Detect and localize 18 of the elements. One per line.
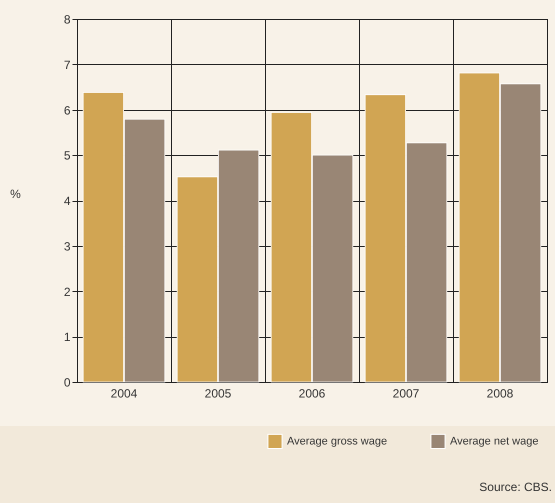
y-tick-label: 6 [64,103,71,118]
y-axis-title: % [10,187,22,201]
legend-label: Average net wage [450,435,538,448]
x-tick-label: 2004 [110,386,138,400]
y-tick-label: 2 [64,284,71,299]
x-tick-label: 2005 [204,386,232,400]
y-tick-label: 0 [64,376,71,390]
y-tick-label: 7 [64,58,71,72]
x-tick-label: 2006 [298,386,326,400]
x-tick-label: 2007 [392,386,420,400]
x-tick-label: 2008 [486,386,514,400]
y-tick-label: 3 [64,239,71,254]
source-note: Source: CBS. [479,480,552,494]
y-tick-label: 8 [64,12,71,26]
legend-label: Average gross wage [287,435,388,448]
y-tick-label: 5 [64,148,71,163]
y-tick-label: 1 [64,330,71,344]
y-tick-label: 4 [64,194,71,208]
